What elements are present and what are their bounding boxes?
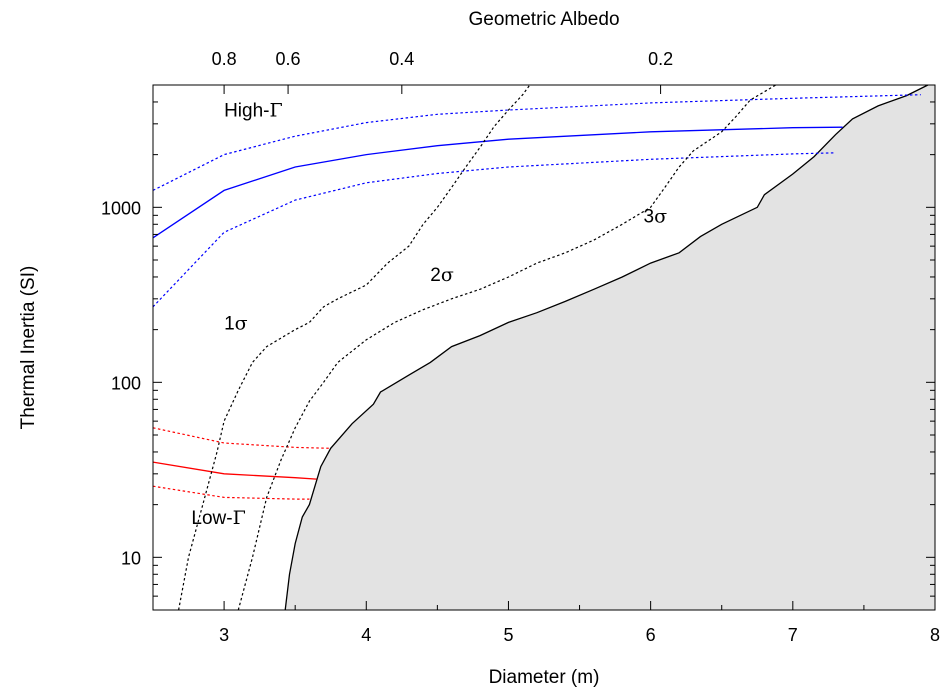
x-tick-label: 5 xyxy=(503,625,513,645)
y-tick-label: 1000 xyxy=(101,198,141,218)
series-line-7 xyxy=(237,84,777,611)
top-tick-label: 0.8 xyxy=(212,49,237,69)
annotation-layer: High-Γ Low-Γ 1σ 2σ 3σ xyxy=(191,100,667,529)
ticks-layer: 3 4 5 6 7 8 10 100 1000 0.8 0.6 0.4 0.2 xyxy=(101,49,940,645)
plot-frame xyxy=(152,84,936,611)
x-tick-label: 3 xyxy=(219,625,229,645)
x-tick-label: 7 xyxy=(788,625,798,645)
series-line-4 xyxy=(152,427,331,449)
x-tick-label: 8 xyxy=(930,625,940,645)
series-line-5 xyxy=(152,485,310,500)
excluded-region xyxy=(285,85,935,610)
series-line-2 xyxy=(152,152,836,308)
annotation-low: Low-Γ xyxy=(191,507,245,529)
annotation-s2: 2σ xyxy=(430,264,454,286)
series-line-1 xyxy=(152,94,921,191)
annotation-s3: 3σ xyxy=(644,205,668,227)
excluded-region-layer xyxy=(284,84,935,611)
series-line-0 xyxy=(152,126,843,239)
y-tick-label: 100 xyxy=(111,373,141,393)
annotation-s1: 1σ xyxy=(224,313,248,335)
x-axis-title: Diameter (m) xyxy=(489,667,600,688)
top-tick-label: 0.2 xyxy=(648,49,673,69)
annotation-high: High-Γ xyxy=(224,100,283,122)
series-line-3 xyxy=(152,461,317,480)
series-layer xyxy=(152,84,921,611)
y-tick-label: 10 xyxy=(121,548,141,568)
top-axis-title: Geometric Albedo xyxy=(468,9,619,30)
x-tick-label: 4 xyxy=(361,625,371,645)
excluded-region-boundary xyxy=(284,84,929,611)
x-tick-label: 6 xyxy=(646,625,656,645)
top-tick-label: 0.4 xyxy=(389,49,414,69)
y-axis-title: Thermal Inertia (SI) xyxy=(18,266,39,430)
top-tick-label: 0.6 xyxy=(276,49,301,69)
